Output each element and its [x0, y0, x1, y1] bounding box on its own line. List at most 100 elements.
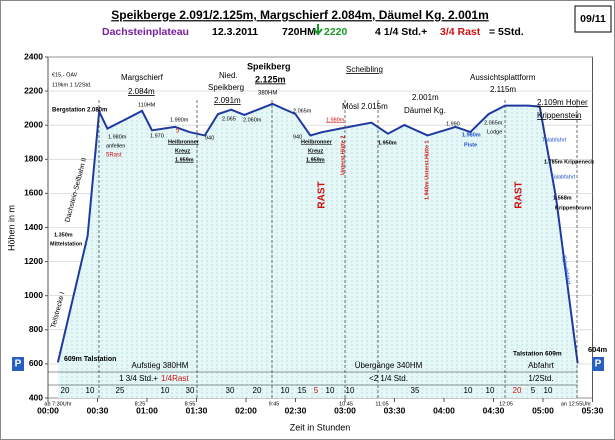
annotation: 2.115m [490, 85, 516, 94]
annotation: 2.091m [214, 96, 241, 105]
annotation: 2.109m Hoher [537, 98, 588, 107]
y-tick-label: 1200 [24, 256, 43, 266]
annotation: 1.950m [378, 140, 397, 146]
annotation: 110HM [138, 102, 156, 108]
duration-minutes: 30 [186, 386, 195, 395]
time-mark: an 12:55Uhr [561, 401, 591, 407]
time-mark: 10:45 [339, 401, 353, 407]
page-number: 09/11 [580, 13, 606, 25]
annotation: 1.980m [462, 132, 481, 138]
descent-arrow [313, 24, 323, 36]
rest: 3/4 Rast [440, 26, 481, 38]
annotation: 2.084m [128, 87, 155, 96]
x-tick-label: 01:30 [186, 405, 208, 415]
annotation: Speikberg [247, 61, 291, 71]
segment-name: Übergänge 340HM [355, 361, 423, 370]
region: Dachsteinplateau [102, 26, 189, 38]
annotation: 2.001m [412, 93, 439, 102]
annotation: 1.990m [170, 117, 189, 123]
x-tick-label: 01:00 [136, 405, 158, 415]
x-tick-label: 03:00 [334, 405, 356, 415]
duration-minutes: 10 [464, 386, 473, 395]
segment-duration: 1/2Std. [528, 374, 553, 383]
duration-minutes: 20 [61, 386, 70, 395]
annotation: 5Rast [106, 153, 122, 159]
segment-name: Aufstieg 380HM [132, 361, 189, 370]
annotation: 380HM [258, 91, 277, 97]
annotation: 1.959m [306, 157, 325, 163]
annotation: 1.990 [446, 121, 460, 127]
annotation: 2.060m [243, 117, 262, 123]
annotation: 1.970 [150, 133, 164, 139]
annotation: Unterst.Hütte 2 [340, 136, 346, 175]
x-tick-label: 00:00 [37, 405, 59, 415]
annotation: anfellen [106, 143, 125, 149]
annotation: P [595, 359, 602, 370]
annotation: 1.940m Unterst.Hütte 1 [424, 140, 430, 200]
y-tick-label: 2000 [24, 119, 43, 129]
annotation: 1.350m [54, 232, 73, 238]
area-fill [57, 103, 578, 398]
annotation: Mittelstation [50, 241, 83, 247]
annotation: Talabfahrt [551, 174, 576, 180]
y-tick-label: 1600 [24, 188, 43, 198]
duration-minutes: 25 [116, 386, 125, 395]
total: = 5Std. [489, 26, 524, 38]
duration-minutes: 10 [486, 386, 495, 395]
y-tick-label: 1000 [24, 290, 43, 300]
annotation: Speikberg [208, 83, 244, 92]
annotation: 940 [293, 134, 302, 140]
parking-icon [592, 357, 604, 371]
parking-icon [12, 357, 24, 371]
y-tick-label: 600 [29, 358, 43, 368]
duration-minutes: 5 [314, 386, 319, 395]
annotation: Bergstation 2.080m [52, 108, 107, 114]
y-tick-label: 400 [29, 392, 43, 402]
date: 12.3.2011 [212, 26, 258, 38]
annotation: 2.065m [293, 108, 312, 114]
annotation: Piste [464, 142, 477, 148]
time-mark: 12:05 [499, 401, 513, 407]
ascent: 720HM [282, 26, 316, 38]
duration-minutes: 10 [86, 386, 95, 395]
annotation: Krippenbrunn [555, 205, 592, 211]
annotation: Mösl 2.015m [342, 102, 388, 111]
annotation: RAST [317, 181, 328, 208]
annotation: 2.065 [222, 116, 236, 122]
duration-minutes: 10 [544, 386, 553, 395]
annotation: 1.785m Krippeneck [544, 159, 595, 165]
descent: 2220 [324, 26, 348, 38]
annotation: Lodge [487, 129, 502, 135]
y-tick-label: 2200 [24, 85, 43, 95]
y-axis-label: Höhen in m [6, 205, 16, 251]
annotation: Krippenstein [537, 111, 581, 120]
duration-minutes: 35 [411, 386, 420, 395]
segment-name: Abfahrt [528, 361, 555, 370]
annotation: Talstation 609m [513, 351, 562, 358]
duration-minutes: 10 [346, 386, 355, 395]
time-mark: 9:45 [269, 401, 280, 407]
x-tick-label: 05:30 [582, 405, 604, 415]
annotation: Talabfahrt [542, 137, 567, 143]
y-tick-label: 800 [29, 324, 43, 334]
segment-duration: <2 1/4 Std. [369, 374, 408, 383]
y-tick-label: 2400 [24, 51, 43, 61]
y-tick-label: 1400 [24, 222, 43, 232]
annotation: 119km 1 1/2Std. [52, 82, 92, 88]
time-mark: 11:05 [375, 401, 388, 407]
duration-minutes: 10 [161, 386, 170, 395]
annotation: Däumel Kg. [404, 106, 446, 115]
duration-minutes: 20 [513, 386, 522, 395]
duration-minutes: 20 [253, 386, 262, 395]
x-axis-label: Zeit in Stunden [290, 422, 351, 432]
profile-line [56, 102, 579, 364]
page-box [574, 5, 612, 33]
x-tick-label: 02:00 [235, 405, 257, 415]
duration-minutes: 30 [226, 386, 235, 395]
y-tick-label: 1800 [24, 154, 43, 164]
time-mark: 8:55 [185, 401, 196, 407]
annotation: 1.568m [553, 195, 572, 201]
x-tick-label: 04:30 [483, 405, 505, 415]
x-tick-label: 05:00 [532, 405, 554, 415]
